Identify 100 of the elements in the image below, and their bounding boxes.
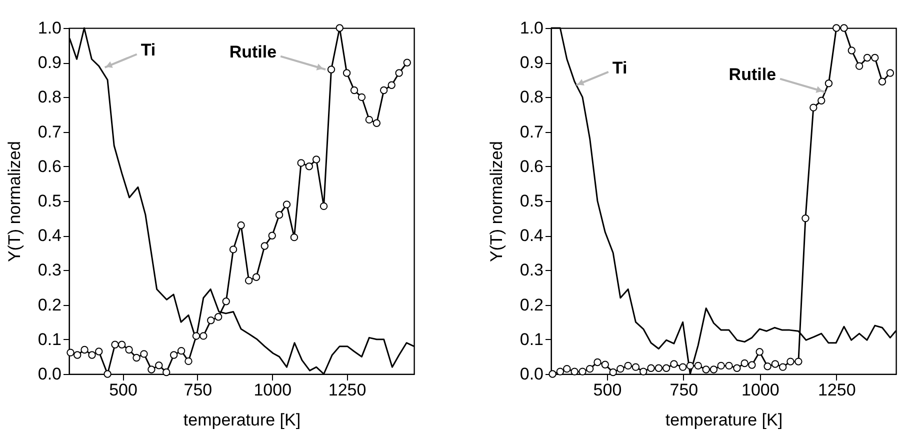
point xyxy=(365,116,374,124)
point xyxy=(786,358,794,366)
point xyxy=(725,362,733,370)
x-tick-label: 1250 xyxy=(328,380,366,400)
point xyxy=(702,366,710,374)
y-tick-label: 0.3 xyxy=(38,260,62,280)
point xyxy=(170,351,178,359)
point xyxy=(214,313,222,321)
x-tick-label: 1250 xyxy=(818,380,856,400)
point xyxy=(125,346,133,354)
y-tick-label: 0.0 xyxy=(38,364,62,384)
point xyxy=(252,273,260,281)
point xyxy=(710,366,718,374)
annotation: Ti xyxy=(612,58,628,78)
point xyxy=(282,200,291,208)
y-tick-label: 0.0 xyxy=(520,364,544,384)
point xyxy=(244,276,253,284)
point xyxy=(148,366,156,374)
point xyxy=(748,361,756,369)
point xyxy=(155,362,163,370)
y-tick-label: 0.9 xyxy=(38,53,62,72)
point xyxy=(342,69,351,77)
point xyxy=(388,81,396,89)
point xyxy=(350,86,358,94)
point xyxy=(88,351,96,359)
point xyxy=(840,24,848,32)
point xyxy=(624,362,632,370)
point xyxy=(586,364,594,373)
y-tick-label: 0.2 xyxy=(520,295,544,314)
point xyxy=(290,233,298,242)
point xyxy=(327,66,336,74)
point xyxy=(855,62,864,70)
point xyxy=(403,58,411,66)
x-tick-label: 500 xyxy=(109,380,138,400)
point xyxy=(192,332,200,340)
point xyxy=(177,346,186,355)
point xyxy=(778,363,787,371)
point xyxy=(268,232,276,240)
point xyxy=(771,360,780,368)
point xyxy=(140,350,148,358)
point xyxy=(670,360,678,368)
annotation: Rutile xyxy=(728,65,776,84)
y-axis-title: Y(T) normalized xyxy=(4,141,24,262)
point xyxy=(74,351,82,359)
y-tick-label: 0.6 xyxy=(38,156,62,176)
point xyxy=(548,370,556,378)
point xyxy=(848,46,856,54)
x-tick-label: 750 xyxy=(184,380,212,400)
y-tick-label: 0.6 xyxy=(520,156,544,176)
x-axis-title: temperature [K] xyxy=(183,410,301,430)
point xyxy=(556,368,564,376)
point xyxy=(871,54,879,62)
point xyxy=(764,362,772,370)
point xyxy=(336,24,344,32)
x-tick-label: 1000 xyxy=(741,380,780,400)
point xyxy=(66,348,74,356)
y-tick-label: 0.8 xyxy=(38,88,62,107)
point xyxy=(824,80,833,88)
point xyxy=(95,348,103,356)
point xyxy=(832,24,840,32)
point xyxy=(654,364,663,372)
y-tick-label: 0.3 xyxy=(520,260,544,280)
y-tick-label: 0.5 xyxy=(520,192,544,210)
annotation: Ti xyxy=(140,40,156,60)
point xyxy=(594,358,602,366)
point xyxy=(162,368,170,376)
point xyxy=(632,363,640,371)
point xyxy=(297,159,305,167)
annotation: Rutile xyxy=(229,42,277,62)
point xyxy=(794,358,802,366)
y-tick-label: 0.7 xyxy=(520,122,544,142)
y-tick-label: 0.7 xyxy=(38,122,62,142)
y-tick-label: 0.1 xyxy=(38,330,62,349)
y-axis-title: Y(T) normalized xyxy=(486,141,506,262)
point xyxy=(818,96,826,105)
point xyxy=(609,368,617,376)
point xyxy=(260,242,269,250)
point xyxy=(184,357,192,366)
point xyxy=(395,69,403,77)
x-axis-title: temperature [K] xyxy=(665,410,783,430)
point xyxy=(312,156,320,164)
point xyxy=(372,119,381,127)
point xyxy=(80,346,88,354)
point xyxy=(570,368,578,376)
point xyxy=(733,364,741,372)
point xyxy=(222,297,230,306)
point xyxy=(380,86,388,94)
point xyxy=(578,368,586,376)
x-tick-label: 1000 xyxy=(254,380,292,400)
point xyxy=(678,363,687,371)
point xyxy=(229,246,238,254)
point xyxy=(320,202,328,210)
point xyxy=(358,93,366,102)
point xyxy=(694,362,702,370)
point xyxy=(111,340,119,348)
point xyxy=(237,221,245,230)
point xyxy=(563,364,571,373)
y-tick-label: 1.0 xyxy=(520,18,544,38)
point xyxy=(118,340,126,348)
x-tick-label: 750 xyxy=(670,380,698,400)
